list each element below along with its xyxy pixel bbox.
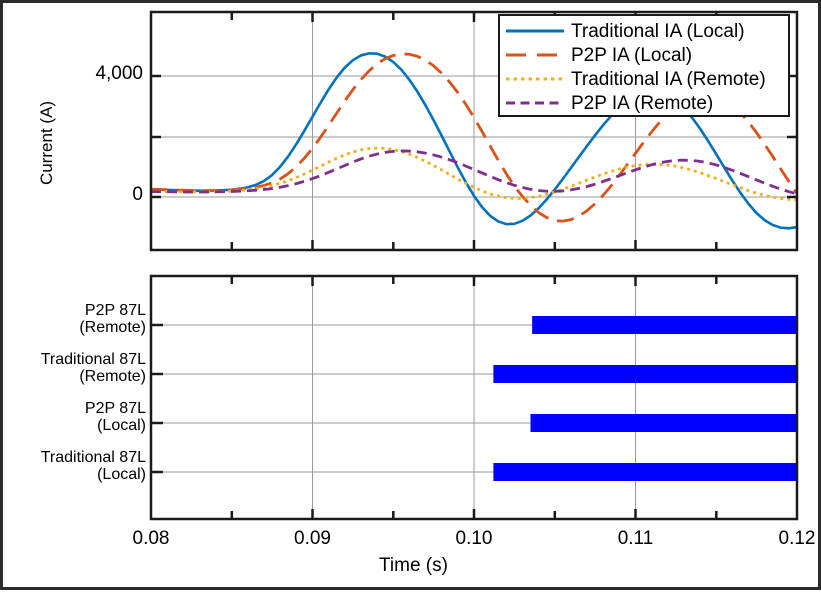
legend-item-traditional-local[interactable]: Traditional IA (Local) (505, 19, 782, 43)
trip-bar-traditional-remote (493, 365, 797, 383)
category-label-line1: P2P 87L (84, 302, 146, 319)
category-label-line2: (Remote) (79, 367, 146, 385)
category-label-line2: (Remote) (79, 318, 146, 336)
yaxis-title-current: Current (A) (37, 100, 56, 185)
category-label-p2p-87l-local: P2P 87L (Local) (3, 400, 146, 435)
legend-item-p2p-local[interactable]: P2P IA (Local) (505, 43, 782, 67)
ytick-label-4000: 4,000 (95, 63, 143, 84)
trip-bar-p2p-local (530, 414, 797, 432)
legend-item-traditional-remote[interactable]: Traditional IA (Remote) (505, 67, 782, 91)
bottom-plot-xticks-bottom (230, 509, 718, 519)
category-label-line1: P2P 87L (84, 400, 146, 417)
xtick-label-4: 0.12 (778, 528, 816, 549)
category-label-line1: Traditional 87L (40, 351, 146, 368)
trip-bar-p2p-remote (532, 316, 797, 334)
bottom-plot-yticks (151, 323, 163, 474)
xtick-label-0: 0.08 (132, 528, 170, 549)
legend-key-p2p-local-icon (505, 48, 565, 62)
trip-bars-group (493, 316, 797, 481)
legend-label-p2p-local: P2P IA (Local) (571, 44, 693, 66)
top-plot-xticks (230, 240, 718, 250)
trip-bar-traditional-local (493, 463, 797, 481)
bottom-plot-xticks-top (230, 276, 718, 286)
legend-key-traditional-remote-icon (505, 72, 565, 86)
legend-label-traditional-remote: Traditional IA (Remote) (571, 68, 766, 90)
category-label-traditional-87l-remote: Traditional 87L (Remote) (3, 351, 146, 386)
series-traditional-remote (151, 146, 797, 202)
top-plot-yticks (151, 74, 161, 199)
legend-label-traditional-local: Traditional IA (Local) (571, 20, 745, 42)
category-label-line2: (Local) (97, 416, 146, 434)
category-label-line1: Traditional 87L (40, 449, 146, 466)
category-label-line2: (Local) (97, 465, 146, 483)
category-label-traditional-87l-local: Traditional 87L (Local) (3, 449, 146, 484)
figure-stage: 4,000 0 Current (A) Traditional IA (Loca… (3, 3, 821, 593)
xtick-label-2: 0.10 (455, 528, 493, 549)
legend-item-p2p-remote[interactable]: P2P IA (Remote) (505, 91, 782, 115)
legend-key-traditional-local-icon (505, 24, 565, 38)
xtick-label-3: 0.11 (617, 528, 654, 549)
xaxis-title-time: Time (s) (379, 555, 448, 576)
trip-signal-plot (149, 274, 799, 521)
legend-key-p2p-remote-icon (505, 96, 565, 110)
xtick-label-1: 0.09 (294, 528, 331, 549)
category-label-p2p-87l-remote: P2P 87L (Remote) (3, 302, 146, 337)
ytick-label-0: 0 (132, 184, 143, 205)
legend-label-p2p-remote: P2P IA (Remote) (571, 92, 714, 114)
legend[interactable]: Traditional IA (Local) P2P IA (Local) Tr… (498, 14, 790, 117)
